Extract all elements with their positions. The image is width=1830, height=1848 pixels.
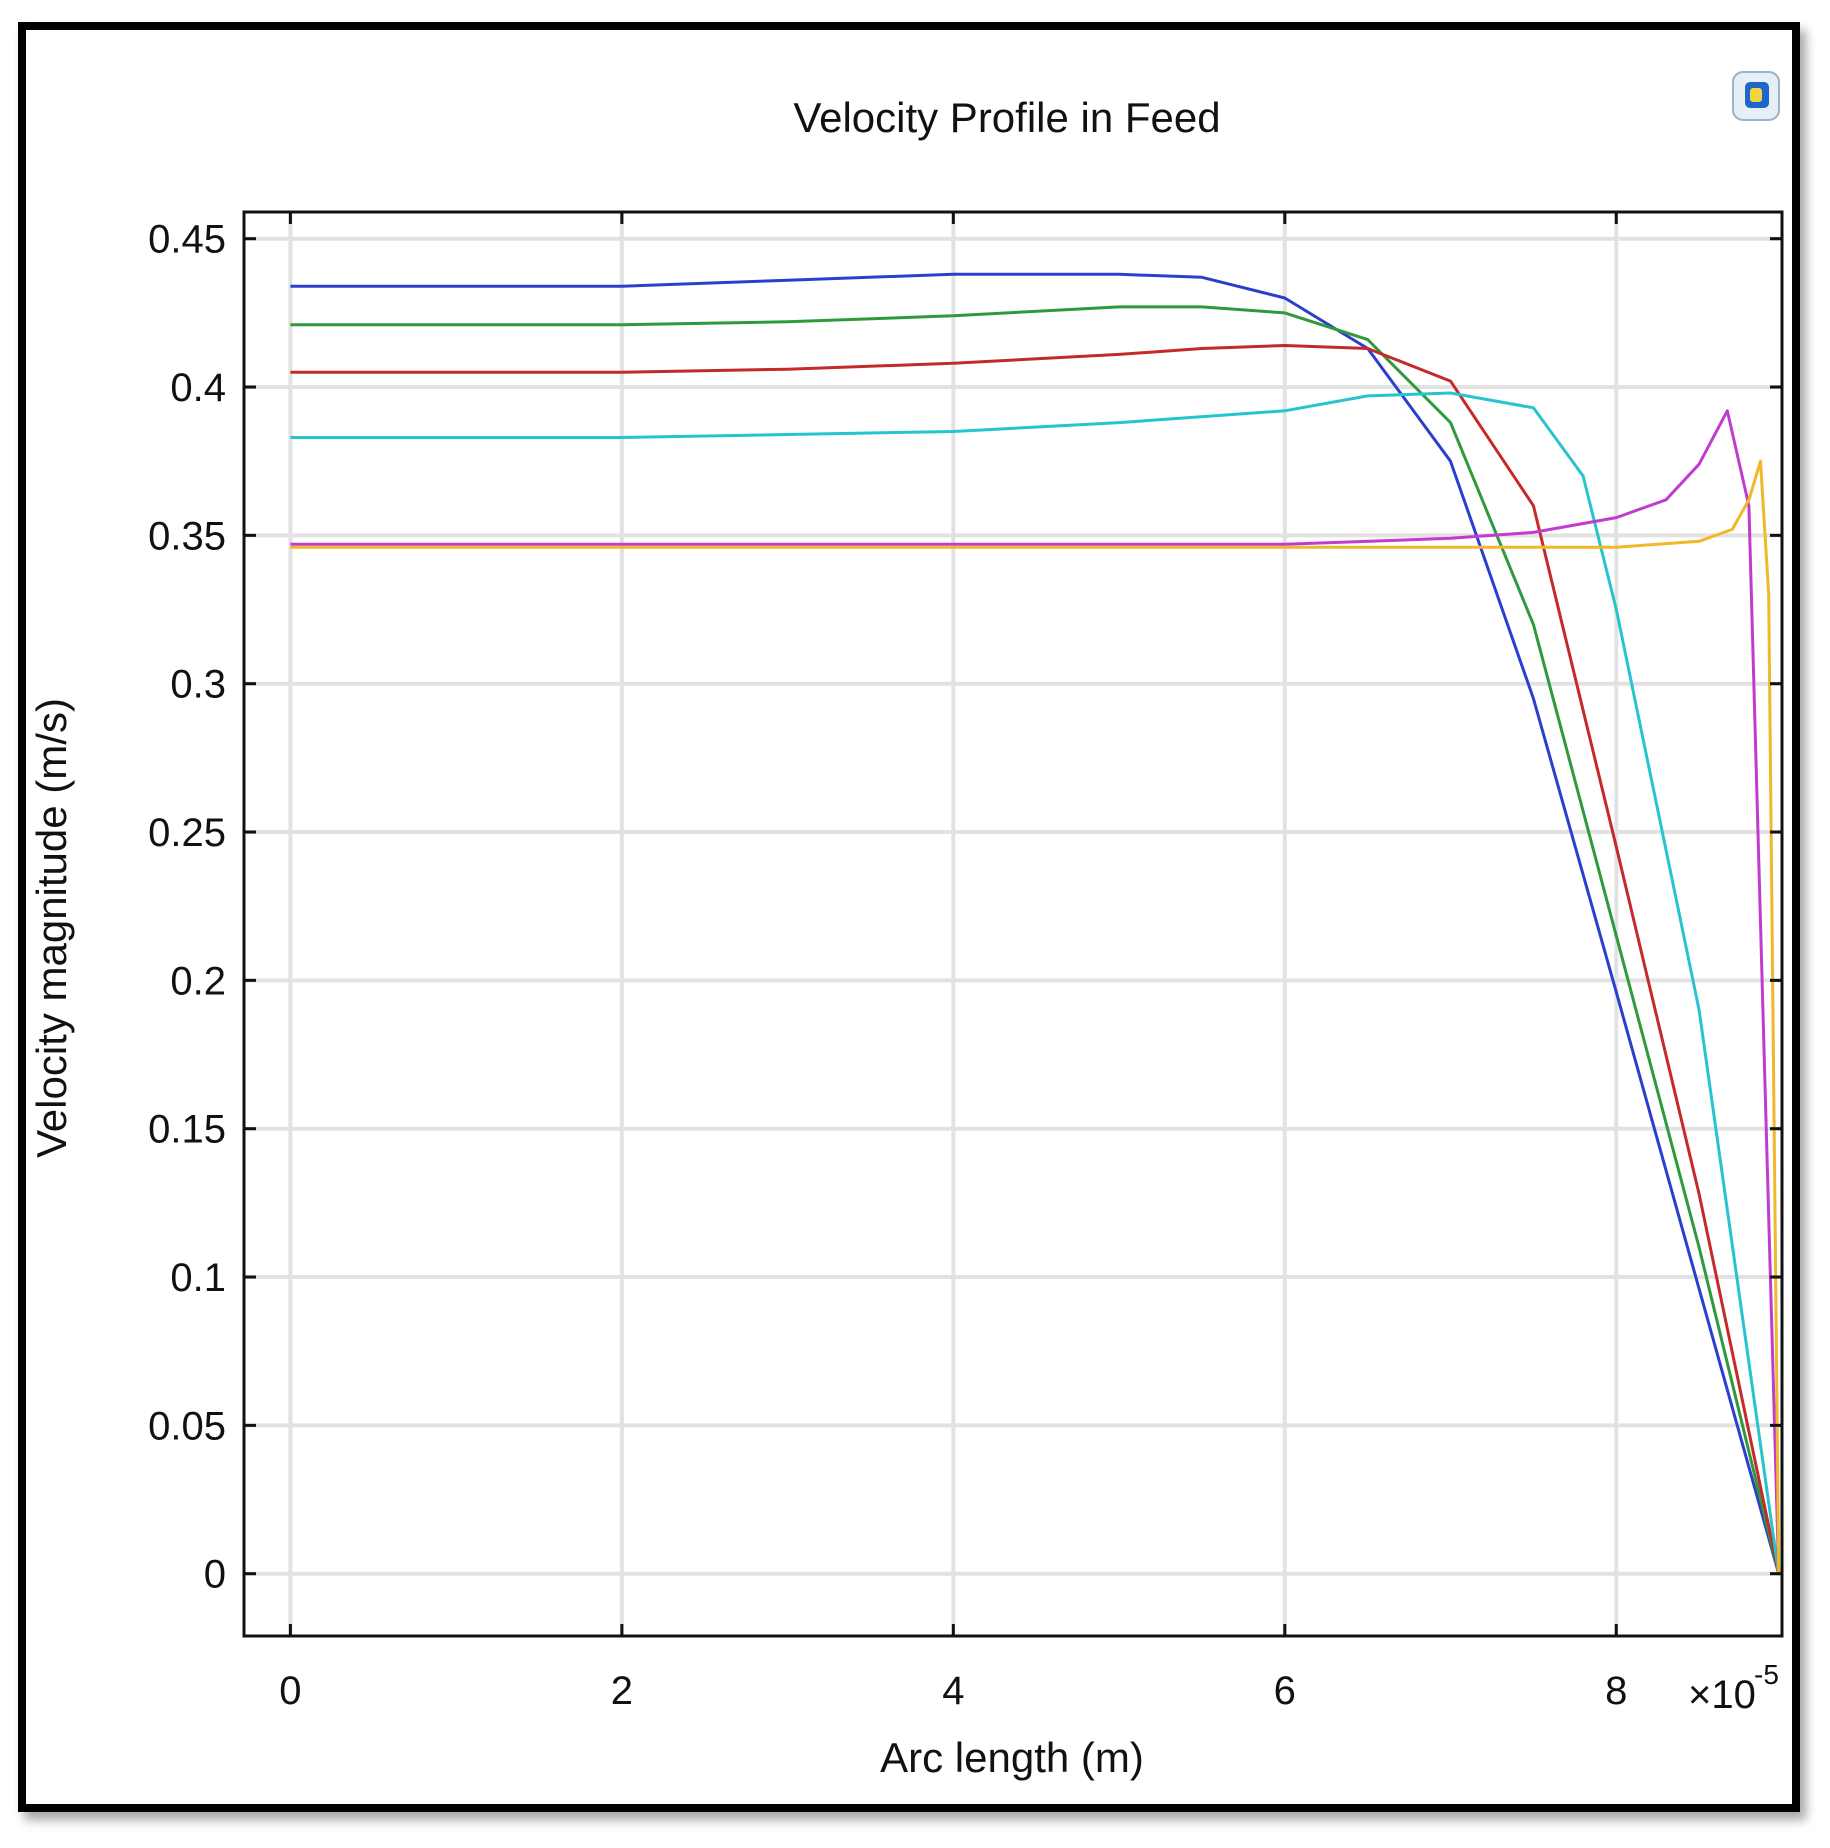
y-tick-label: 0.2: [170, 959, 226, 1003]
series-line-blue: [290, 272, 1781, 1575]
chart-title: Velocity Profile in Feed: [793, 94, 1220, 141]
y-tick-label: 0.3: [170, 663, 226, 707]
x-multiplier-exponent: -5: [1754, 1659, 1779, 1690]
y-tick-label: 0.15: [148, 1108, 226, 1152]
x-tick-label: 4: [942, 1669, 964, 1713]
x-tick-label: 2: [611, 1669, 633, 1713]
plot-area: 0 0.05 0.1 0.15 0.2 0.25 0.3 0.35 0.4 0.45 0 2 4 6 8: [148, 210, 1784, 1713]
x-multiplier-label: ×10: [1688, 1673, 1756, 1717]
y-tick-label: 0.1: [170, 1256, 226, 1300]
x-tick-label: 0: [279, 1669, 301, 1713]
x-axis-title: Arc length (m): [880, 1734, 1144, 1781]
x-tick-label: 6: [1274, 1669, 1296, 1713]
series-line-magenta: [290, 409, 1781, 1574]
y-axis-title: Velocity magnitude (m/s): [28, 698, 75, 1158]
series-line-yellow: [290, 459, 1781, 1574]
y-tick-label: 0: [204, 1553, 226, 1597]
x-tick-label: 8: [1605, 1669, 1627, 1713]
y-tick-label: 0.4: [170, 366, 226, 410]
chart-frame: [18, 22, 1800, 1812]
toolbar-icon[interactable]: [1732, 71, 1780, 121]
series-line-red: [290, 344, 1781, 1575]
y-tick-label: 0.45: [148, 218, 226, 262]
y-tick-label: 0.05: [148, 1404, 226, 1448]
axes-box: [242, 210, 1784, 1638]
y-tick-label: 0.35: [148, 514, 226, 558]
series-line-cyan: [290, 391, 1781, 1574]
y-tick-label: 0.25: [148, 811, 226, 855]
series-line-green: [290, 305, 1781, 1575]
